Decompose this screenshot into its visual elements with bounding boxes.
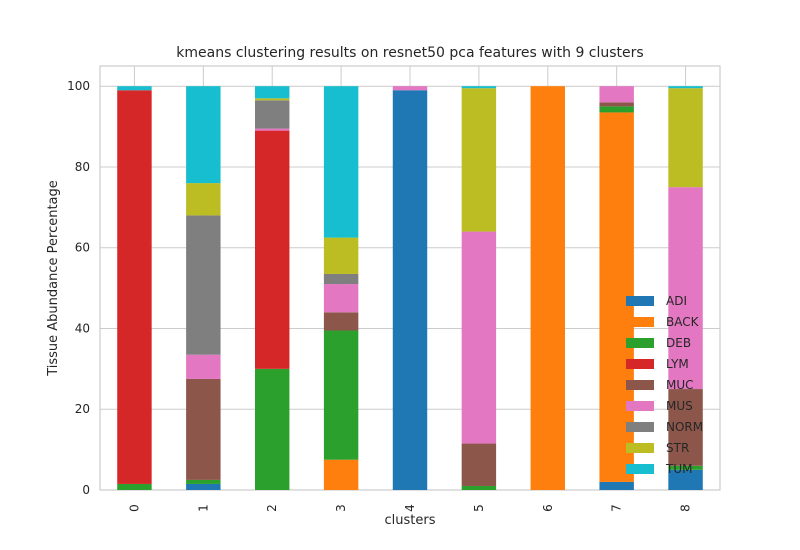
- legend-label-tum: TUM: [665, 462, 692, 476]
- legend-label-norm: NORM: [666, 420, 703, 434]
- bar-segment-str-cluster-5: [461, 88, 497, 232]
- bar-segment-muc-cluster-3: [323, 312, 359, 331]
- bar-segment-adi-cluster-7: [599, 481, 634, 490]
- legend-swatch-mus: [626, 401, 654, 411]
- bar-segment-deb-cluster-5: [461, 485, 497, 490]
- chart-title: kmeans clustering results on resnet50 pc…: [176, 45, 643, 61]
- x-tick-label: 4: [403, 504, 417, 512]
- bar-segment-deb-cluster-3: [323, 330, 359, 460]
- x-tick-label: 0: [127, 504, 141, 512]
- bar-segment-lym-cluster-0: [117, 90, 152, 484]
- y-tick-label: 0: [82, 483, 90, 497]
- bar-segment-mus-cluster-3: [323, 284, 359, 313]
- bar-segment-deb-cluster-8: [668, 465, 703, 470]
- y-tick-label: 60: [75, 241, 90, 255]
- legend-swatch-muc: [626, 380, 654, 390]
- bar-segment-mus-cluster-1: [186, 354, 221, 379]
- x-tick-label: 1: [196, 504, 210, 512]
- bar-segment-back-cluster-6: [530, 86, 565, 490]
- bar-segment-tum-cluster-1: [186, 86, 221, 184]
- bar-segment-muc-cluster-8: [668, 389, 703, 466]
- x-tick-label: 6: [541, 504, 555, 512]
- bar-segment-lym-cluster-2: [255, 130, 290, 369]
- bar-segment-deb-cluster-2: [255, 368, 290, 490]
- bar-segment-adi-cluster-1: [186, 483, 221, 490]
- bar-segment-str-cluster-2: [255, 98, 290, 101]
- legend-swatch-lym: [626, 359, 654, 369]
- bar-segment-str-cluster-3: [323, 237, 359, 274]
- bar-segment-tum-cluster-2: [255, 86, 290, 99]
- bar-segment-adi-cluster-4: [392, 90, 428, 490]
- bar-segment-back-cluster-3: [323, 459, 359, 490]
- bar-segment-tum-cluster-0: [117, 86, 152, 91]
- legend: ADI BACK DEB LYM MUC MUS NORM STR TUM: [626, 294, 703, 476]
- bar-segment-mus-cluster-5: [461, 231, 497, 444]
- bar-segment-muc-cluster-5: [461, 443, 497, 486]
- legend-label-lym: LYM: [666, 357, 689, 371]
- legend-swatch-tum: [626, 464, 654, 474]
- legend-swatch-deb: [626, 338, 654, 348]
- bar-segment-tum-cluster-5: [461, 86, 497, 89]
- x-axis-label: clusters: [385, 513, 436, 528]
- bar-segment-adi-cluster-8: [668, 469, 703, 490]
- legend-label-muc: MUC: [666, 378, 694, 392]
- bar-segment-norm-cluster-3: [323, 273, 359, 285]
- bar-segment-mus-cluster-8: [668, 187, 703, 390]
- bar-segment-tum-cluster-3: [323, 86, 359, 238]
- legend-swatch-back: [626, 317, 654, 327]
- y-tick-label: 20: [75, 402, 90, 416]
- y-tick-label: 40: [75, 321, 90, 335]
- bar-segment-mus-cluster-2: [255, 128, 290, 131]
- y-tick-labels: 0 20 40 60 80 100: [67, 79, 90, 497]
- legend-label-str: STR: [666, 441, 689, 455]
- bar-segment-muc-cluster-7: [599, 102, 634, 107]
- x-tick-label: 3: [334, 504, 348, 512]
- legend-label-mus: MUS: [666, 399, 693, 413]
- bar-segment-muc-cluster-1: [186, 378, 221, 480]
- x-tick-label: 8: [679, 504, 693, 512]
- x-tick-label: 7: [610, 504, 624, 512]
- x-tick-labels: 0 1 2 3 4 5 6 7 8: [127, 504, 692, 512]
- bar-segment-str-cluster-1: [186, 183, 221, 216]
- y-axis-label: Tissue Abundance Percentage: [46, 180, 61, 377]
- bar-segment-deb-cluster-7: [599, 106, 634, 113]
- bar-segment-tum-cluster-8: [668, 86, 703, 89]
- bar-segment-mus-cluster-4: [392, 86, 428, 91]
- bar-segment-deb-cluster-0: [117, 483, 152, 490]
- y-tick-label: 80: [75, 160, 90, 174]
- bar-segment-norm-cluster-1: [186, 215, 221, 355]
- bar-segment-deb-cluster-1: [186, 479, 221, 484]
- bar-segment-norm-cluster-2: [255, 100, 290, 129]
- x-tick-label: 2: [265, 504, 279, 512]
- legend-swatch-str: [626, 443, 654, 453]
- bars: [117, 86, 703, 490]
- legend-swatch-norm: [626, 422, 654, 432]
- legend-label-back: BACK: [666, 315, 700, 329]
- y-tick-label: 100: [67, 79, 90, 93]
- bar-segment-mus-cluster-7: [599, 86, 634, 103]
- x-tick-label: 5: [472, 504, 486, 512]
- legend-label-deb: DEB: [666, 336, 691, 350]
- bar-segment-str-cluster-8: [668, 88, 703, 188]
- legend-label-adi: ADI: [666, 294, 687, 308]
- legend-swatch-adi: [626, 296, 654, 306]
